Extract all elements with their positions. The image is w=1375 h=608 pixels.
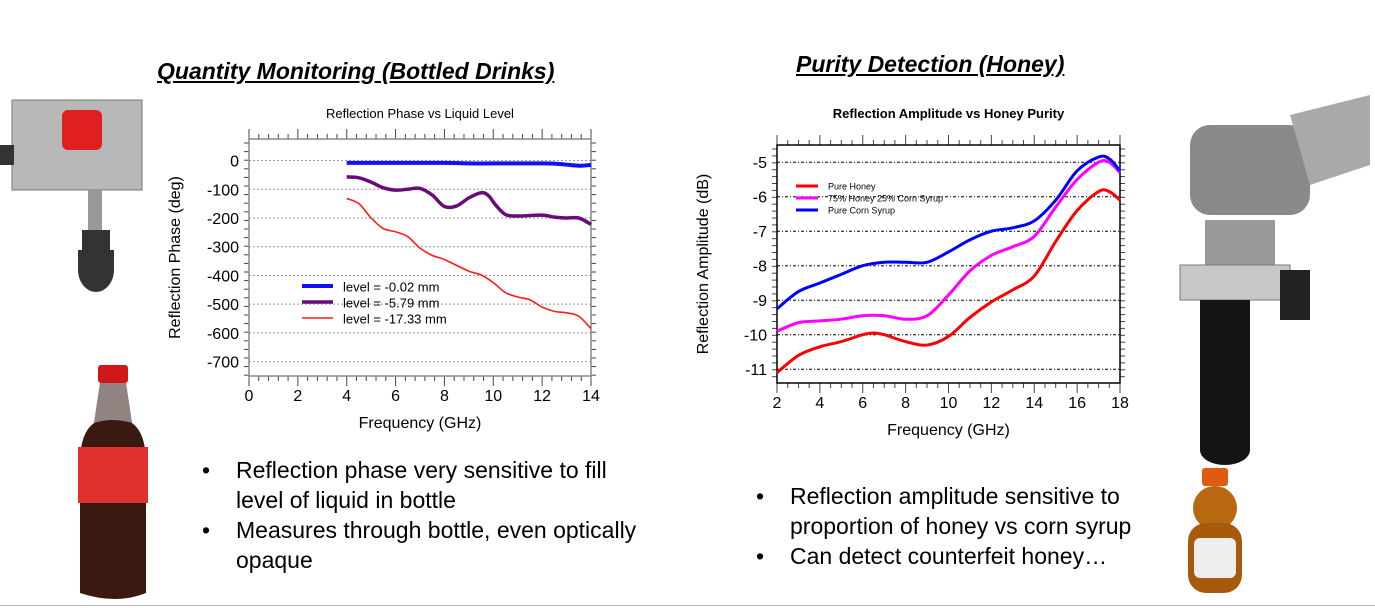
y-axis-label: Reflection Phase (deg) — [167, 176, 184, 339]
x-tick-label: 12 — [533, 388, 551, 405]
bullet: Reflection amplitude sensitive to propor… — [756, 481, 1176, 541]
legend-label: level = -0.02 mm — [343, 280, 439, 295]
x-tick-label: 2 — [293, 388, 302, 405]
plot-frame — [776, 144, 1121, 384]
left-bullets: Reflection phase very sensitive to fill … — [202, 455, 642, 575]
reflection-phase-chart: Reflection Phase vs Liquid Level 0 -100 -20… — [167, 106, 600, 432]
left-heading: Quantity Monitoring (Bottled Drinks) — [157, 58, 555, 84]
x-tick-label: 6 — [858, 395, 867, 412]
x-tick-label: 8 — [901, 395, 910, 412]
series-line — [346, 160, 592, 168]
x-tick-label: 2 — [773, 395, 782, 412]
x-tick-label: 16 — [1068, 395, 1086, 412]
robot-arm-photo — [1179, 95, 1370, 465]
honey-bear-photo — [1188, 468, 1242, 593]
y-tick-label: -500 — [207, 297, 239, 314]
x-tick-label: 4 — [815, 395, 824, 412]
bullet: Measures through bottle, even optically … — [202, 515, 642, 575]
x-tick-label: 10 — [484, 388, 502, 405]
right-heading: Purity Detection (Honey) — [796, 51, 1065, 77]
series-line — [776, 154, 1122, 311]
series-line — [346, 175, 592, 226]
x-axis-label: Frequency (GHz) — [887, 422, 1010, 439]
x-tick-label: 0 — [245, 388, 254, 405]
x-tick-label: 12 — [982, 395, 1000, 412]
y-tick-label: 0 — [230, 154, 239, 171]
series-line — [776, 188, 1121, 374]
bullet: Reflection phase very sensitive to fill … — [202, 455, 642, 515]
chart-title: Reflection Phase vs Liquid Level — [326, 106, 514, 121]
x-tick-label: 6 — [391, 388, 400, 405]
y-tick-label: -6 — [753, 190, 767, 207]
y-tick-label: -8 — [753, 259, 767, 276]
series-line — [776, 159, 1122, 333]
x-tick-label: 14 — [1025, 395, 1043, 412]
plot-frame — [248, 138, 592, 377]
legend-label: level = -5.79 mm — [343, 296, 439, 311]
y-tick-label: -7 — [753, 224, 767, 241]
y-tick-label: -5 — [753, 155, 767, 172]
y-tick-label: -400 — [207, 268, 239, 285]
y-tick-label: -100 — [207, 182, 239, 199]
x-axis-label: Frequency (GHz) — [359, 415, 482, 432]
bullet: Can detect counterfeit honey… — [756, 541, 1176, 571]
legend-label: level = -17.33 mm — [343, 312, 447, 327]
legend-label: Pure Honey — [828, 182, 876, 192]
soda-bottle-photo — [78, 365, 148, 599]
x-tick-label: 8 — [440, 388, 449, 405]
x-tick-label: 10 — [940, 395, 958, 412]
y-tick-label: -600 — [207, 326, 239, 343]
y-tick-label: -10 — [744, 328, 767, 345]
chart-title: Reflection Amplitude vs Honey Purity — [833, 106, 1065, 121]
sensor-device-photo — [0, 99, 143, 292]
y-tick-label: -9 — [753, 293, 767, 310]
x-tick-label: 18 — [1111, 395, 1129, 412]
y-tick-label: -300 — [207, 240, 239, 257]
y-tick-label: -200 — [207, 211, 239, 228]
right-bullets: Reflection amplitude sensitive to propor… — [756, 481, 1176, 571]
reflection-amplitude-chart: Reflection Amplitude vs Honey Purity -5 -6… — [695, 106, 1129, 439]
x-tick-label: 4 — [342, 388, 351, 405]
legend-label: Pure Corn Syrup — [828, 206, 895, 216]
y-axis-label: Reflection Amplitude (dB) — [695, 174, 712, 355]
series-line — [346, 197, 592, 330]
y-tick-label: -700 — [207, 355, 239, 372]
legend-label: 75% Honey 25% Corn Syrup — [828, 194, 943, 204]
x-tick-label: 14 — [582, 388, 600, 405]
y-tick-label: -11 — [745, 362, 767, 379]
